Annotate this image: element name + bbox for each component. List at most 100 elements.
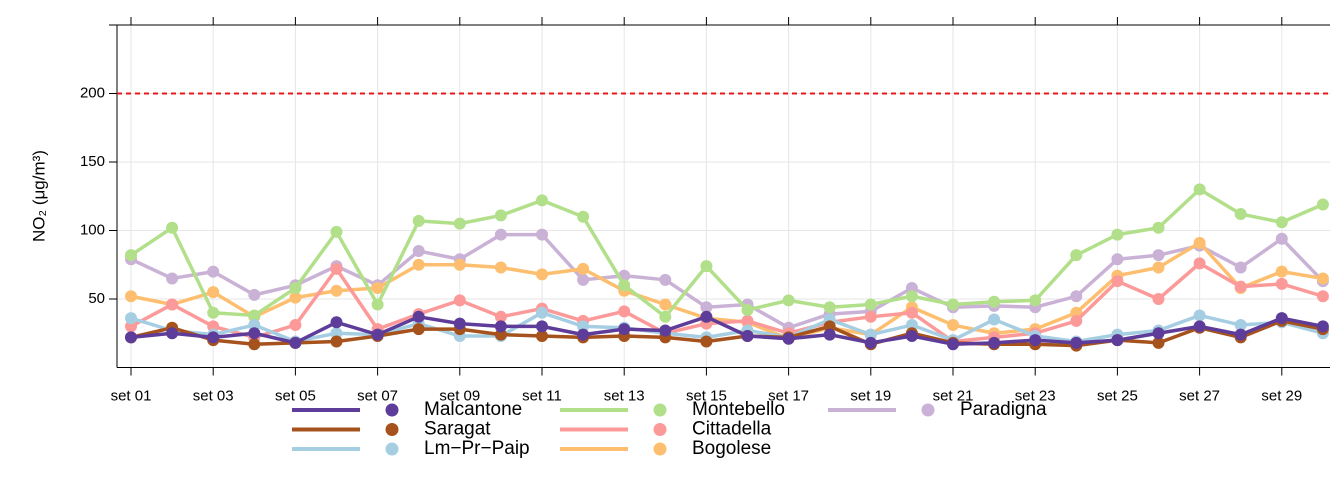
point: [577, 273, 590, 286]
point: [1152, 327, 1165, 340]
y-tick-label: 50: [88, 290, 105, 307]
legend-dot: [385, 403, 399, 417]
point: [536, 329, 548, 342]
legend-dot: [921, 403, 935, 417]
point: [1111, 253, 1124, 266]
point: [1111, 334, 1124, 347]
point: [289, 291, 302, 304]
point: [494, 261, 507, 274]
series-line: [130, 187, 1324, 319]
x-tick-label: set 13: [604, 387, 645, 404]
x-tick-label: set 15: [686, 387, 727, 404]
x-tick-label: set 01: [111, 387, 152, 404]
point: [536, 194, 548, 207]
point: [412, 258, 425, 271]
point: [248, 319, 261, 332]
point: [823, 301, 836, 314]
point: [659, 273, 672, 286]
point: [741, 329, 754, 342]
point: [1029, 294, 1042, 307]
series-line: [130, 310, 1324, 344]
point: [947, 319, 959, 332]
point: [166, 272, 179, 285]
point: [536, 320, 548, 333]
point: [577, 262, 590, 275]
point: [412, 214, 425, 227]
legend-label: Bogolese: [692, 438, 771, 459]
point: [371, 298, 384, 311]
point: [536, 228, 548, 241]
legend-dot: [385, 442, 399, 456]
point: [330, 335, 343, 348]
point: [1152, 221, 1165, 234]
point: [988, 313, 1001, 326]
x-tick-label: set 03: [193, 387, 234, 404]
point: [248, 338, 261, 351]
point: [947, 298, 959, 311]
legend-label: Cittadella: [692, 419, 772, 440]
point: [1275, 265, 1288, 278]
legend-dot: [385, 423, 399, 436]
point: [1152, 261, 1165, 274]
point: [988, 336, 1001, 349]
point: [864, 328, 877, 341]
point: [905, 282, 918, 295]
point: [412, 323, 425, 336]
point: [207, 331, 220, 344]
point: [289, 336, 302, 349]
point: [248, 288, 261, 301]
point: [248, 309, 261, 322]
point: [577, 210, 590, 223]
x-tick-label: set 17: [768, 387, 809, 404]
x-tick-label: set 19: [850, 387, 891, 404]
point: [1234, 208, 1247, 221]
legend-dot: [653, 442, 667, 456]
x-tick-label: set 25: [1097, 387, 1138, 404]
point: [494, 209, 507, 222]
point: [1193, 257, 1206, 270]
legend-label: Montebello: [692, 399, 785, 420]
point: [659, 298, 672, 311]
point: [453, 294, 466, 307]
point: [1070, 249, 1083, 262]
point: [412, 310, 425, 323]
point: [494, 320, 507, 333]
point: [864, 310, 877, 323]
legend-label: Malcantone: [424, 399, 522, 420]
point: [207, 320, 220, 333]
x-tick-label: set 11: [522, 387, 562, 404]
point: [1152, 249, 1165, 262]
series-line: [130, 315, 1324, 346]
point: [659, 324, 672, 337]
x-tick-label: set 07: [357, 387, 398, 404]
point: [536, 268, 548, 281]
legend-dot: [653, 423, 667, 436]
point: [1070, 314, 1083, 327]
x-tick-label: set 29: [1261, 387, 1302, 404]
x-tick-label: set 05: [275, 387, 316, 404]
point: [618, 323, 631, 336]
point: [700, 335, 713, 348]
point: [618, 279, 631, 292]
point: [125, 249, 137, 262]
point: [905, 290, 918, 303]
point: [577, 320, 590, 333]
point: [330, 327, 343, 340]
point: [1070, 290, 1083, 303]
point: [207, 286, 220, 299]
legend-dot: [653, 403, 667, 417]
point: [371, 282, 384, 295]
series-line: [130, 261, 1324, 344]
point: [905, 319, 918, 332]
point: [207, 306, 220, 319]
point: [700, 301, 713, 314]
point: [741, 303, 754, 316]
legend-label: Saragat: [424, 419, 491, 440]
series-line: [130, 241, 1324, 341]
point: [494, 310, 507, 323]
point: [125, 320, 137, 333]
point: [1234, 319, 1247, 332]
point: [412, 245, 425, 258]
point: [1234, 280, 1247, 293]
